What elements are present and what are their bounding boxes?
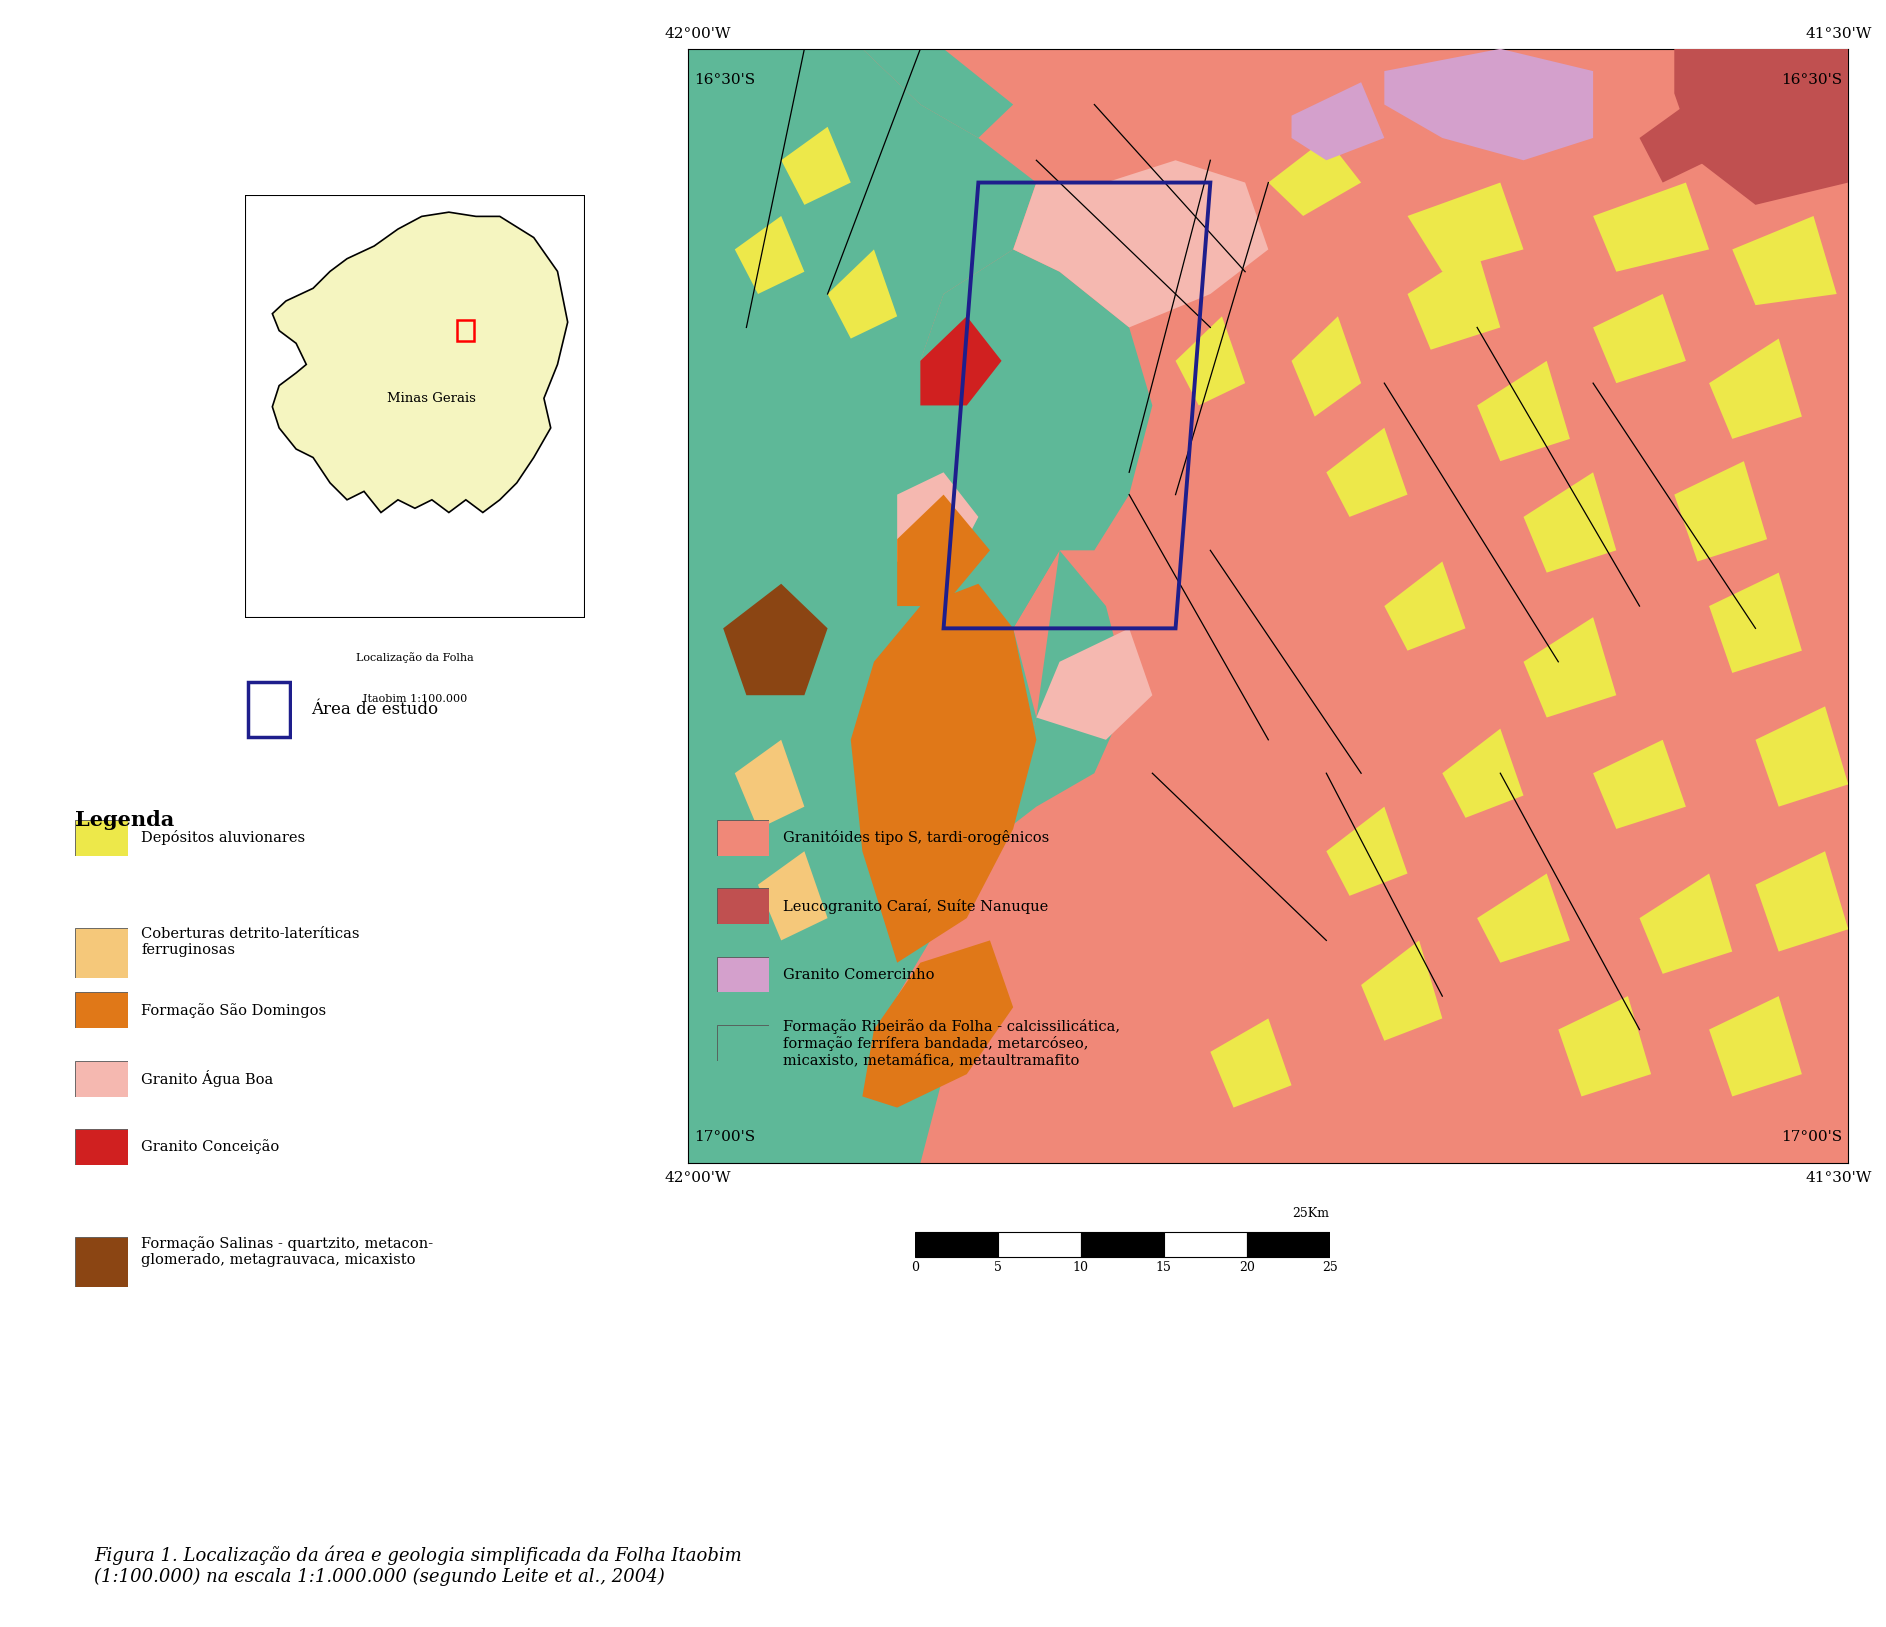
Polygon shape [862,49,1013,138]
Polygon shape [1524,472,1616,573]
Polygon shape [1594,294,1686,384]
Text: 25: 25 [1322,1261,1337,1274]
Polygon shape [1269,138,1362,216]
Polygon shape [1675,49,1848,205]
Text: 10: 10 [1073,1261,1088,1274]
Text: 42°00'W: 42°00'W [664,26,732,41]
Polygon shape [1594,182,1709,272]
Text: 15: 15 [1156,1261,1171,1274]
Text: 17°00'S: 17°00'S [694,1129,754,1144]
Polygon shape [1407,182,1524,272]
Polygon shape [1292,316,1362,417]
Text: Leucogranito Caraí, Suíte Nanuque: Leucogranito Caraí, Suíte Nanuque [783,898,1049,914]
Polygon shape [1594,740,1686,830]
Text: Granito Comercinho: Granito Comercinho [783,968,934,981]
Text: Legenda: Legenda [75,810,175,830]
Text: Localização da Folha: Localização da Folha [356,652,473,662]
Polygon shape [1524,617,1616,718]
Polygon shape [688,49,1060,1163]
Polygon shape [1709,338,1801,439]
Text: Área de estudo: Área de estudo [311,701,438,718]
Bar [998,1232,1081,1258]
Text: 25Km: 25Km [1292,1207,1330,1220]
Text: 41°30'W: 41°30'W [1805,1171,1873,1186]
Polygon shape [1756,851,1848,952]
Polygon shape [1292,83,1384,161]
Bar [1081,1232,1164,1258]
Text: 20: 20 [1239,1261,1254,1274]
Text: Formação Salinas - quartzito, metacon-
glomerado, metagrauvaca, micaxisto: Formação Salinas - quartzito, metacon- g… [141,1235,434,1267]
Text: Coberturas detrito-lateríticas
ferruginosas: Coberturas detrito-lateríticas ferrugino… [141,927,360,957]
Polygon shape [851,584,1037,963]
Polygon shape [828,249,898,338]
Bar [458,321,475,342]
Polygon shape [1326,428,1407,517]
Text: 16°30'S: 16°30'S [694,73,754,88]
Polygon shape [1709,573,1801,674]
Text: Minas Gerais: Minas Gerais [387,392,477,405]
Text: 5: 5 [994,1261,1001,1274]
Polygon shape [736,216,805,294]
Polygon shape [1013,161,1269,327]
Polygon shape [688,49,1848,1163]
Text: 17°00'S: 17°00'S [1782,1129,1843,1144]
Polygon shape [1384,49,1594,161]
Polygon shape [1477,361,1569,460]
Polygon shape [1037,628,1152,740]
Polygon shape [898,495,990,607]
Polygon shape [1756,706,1848,807]
Polygon shape [862,940,1013,1108]
Bar [1164,1232,1247,1258]
Polygon shape [1731,216,1837,306]
Polygon shape [920,249,1152,628]
Polygon shape [722,584,828,695]
Polygon shape [1362,940,1443,1041]
Polygon shape [1175,316,1245,405]
Polygon shape [1639,104,1709,182]
Polygon shape [1639,874,1731,975]
Polygon shape [758,851,828,940]
Polygon shape [1407,249,1501,350]
Polygon shape [1211,1019,1292,1108]
Polygon shape [1558,996,1650,1097]
Text: 0: 0 [911,1261,918,1274]
Polygon shape [920,316,1001,405]
Polygon shape [1384,561,1465,651]
Polygon shape [1477,874,1569,963]
Polygon shape [736,740,805,830]
Text: Formação São Domingos: Formação São Domingos [141,1002,326,1019]
Polygon shape [979,550,1130,851]
Bar [1247,1232,1330,1258]
Polygon shape [1326,807,1407,896]
Polygon shape [1709,996,1801,1097]
Text: 42°00'W: 42°00'W [664,1171,732,1186]
Text: Itaobim 1:100.000: Itaobim 1:100.000 [362,695,468,704]
Text: Granito Água Boa: Granito Água Boa [141,1071,273,1087]
Text: 16°30'S: 16°30'S [1782,73,1843,88]
Text: Figura 1. Localização da área e geologia simplificada da Folha Itaobim
(1:100.00: Figura 1. Localização da área e geologia… [94,1546,741,1586]
Polygon shape [272,212,568,513]
Text: Granito Conceição: Granito Conceição [141,1139,279,1155]
Text: 41°30'W: 41°30'W [1805,26,1873,41]
Polygon shape [898,472,979,584]
Text: Granitóides tipo S, tardi-orogênicos: Granitóides tipo S, tardi-orogênicos [783,830,1049,846]
Polygon shape [1443,729,1524,818]
Text: Depósitos aluvionares: Depósitos aluvionares [141,830,306,846]
Text: Formação Ribeirão da Folha - calcissilicática,
formação ferrífera bandada, metar: Formação Ribeirão da Folha - calcissilic… [783,1019,1120,1067]
Bar [915,1232,998,1258]
Polygon shape [781,127,851,205]
Polygon shape [1675,460,1767,561]
